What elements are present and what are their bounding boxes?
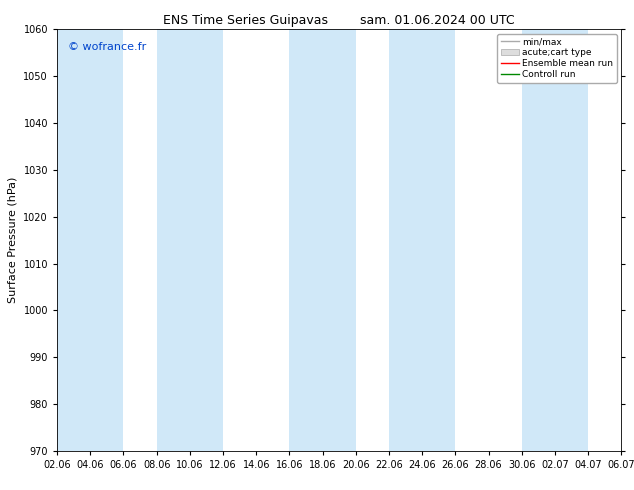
Text: © wofrance.fr: © wofrance.fr	[68, 42, 146, 52]
Bar	[522, 29, 588, 451]
Bar	[157, 29, 223, 451]
Y-axis label: Surface Pressure (hPa): Surface Pressure (hPa)	[8, 177, 18, 303]
Bar	[57, 29, 124, 451]
Bar	[289, 29, 356, 451]
Bar	[389, 29, 455, 451]
Legend: min/max, acute;cart type, Ensemble mean run, Controll run: min/max, acute;cart type, Ensemble mean …	[497, 34, 617, 82]
Title: ENS Time Series Guipavas        sam. 01.06.2024 00 UTC: ENS Time Series Guipavas sam. 01.06.2024…	[164, 14, 515, 27]
